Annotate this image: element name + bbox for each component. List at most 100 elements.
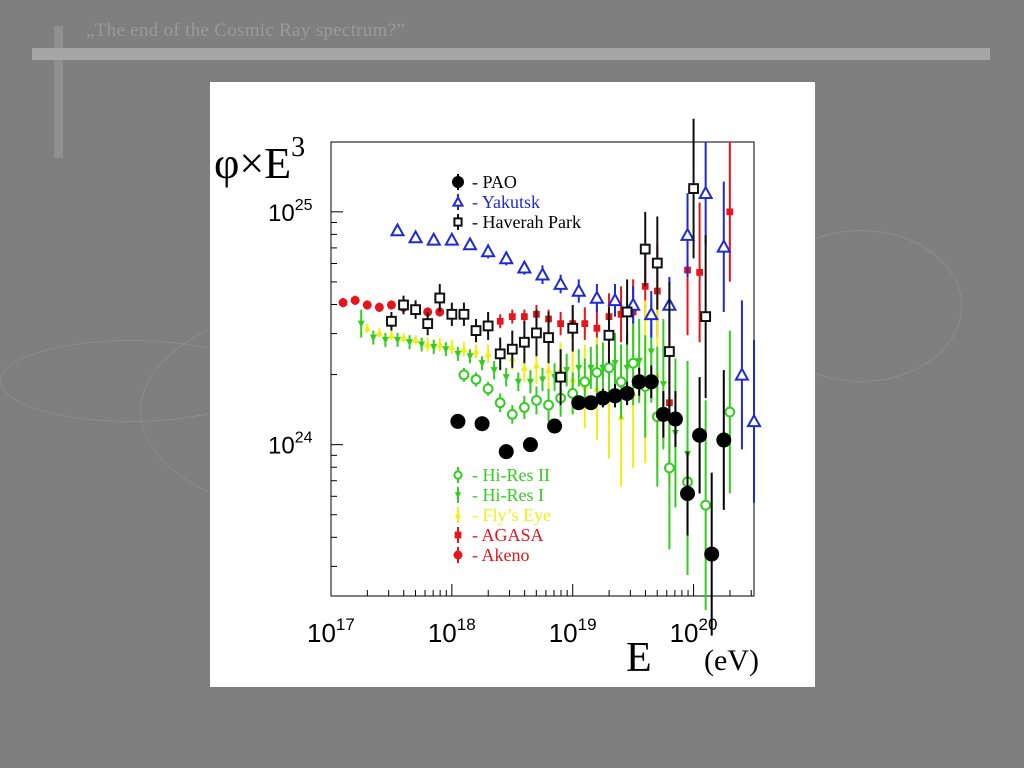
data-point xyxy=(470,325,482,336)
legend-item-agasa: - AGASA xyxy=(454,525,544,545)
data-point xyxy=(498,250,514,265)
data-point xyxy=(688,183,699,194)
data-point xyxy=(480,243,496,258)
data-point xyxy=(704,546,720,562)
y-axis-label-exponent: 3 xyxy=(291,132,306,164)
data-point xyxy=(386,300,396,310)
data-point xyxy=(482,383,494,395)
plot-card: 1017 1018 1019 1020 1024 1025 - PAO - Yakutsk… xyxy=(210,82,815,687)
data-point xyxy=(520,313,528,320)
data-point xyxy=(700,499,712,511)
data-point xyxy=(571,395,587,411)
data-point xyxy=(583,395,599,411)
data-point xyxy=(587,364,595,372)
data-point xyxy=(460,345,468,353)
data-point xyxy=(552,275,569,290)
data-point xyxy=(664,462,675,474)
data-point xyxy=(603,329,615,341)
data-point xyxy=(410,304,421,316)
data-point xyxy=(458,369,470,381)
slide-title: „The end of the Cosmic Ray spectrum?” xyxy=(86,20,406,41)
data-point xyxy=(734,366,750,381)
data-point xyxy=(381,336,389,344)
data-point xyxy=(621,306,633,318)
data-point xyxy=(643,374,659,390)
legend-item-flyseye: - Fly’s Eye xyxy=(454,505,551,525)
data-point xyxy=(444,231,460,246)
data-point xyxy=(555,371,567,383)
data-point xyxy=(518,402,530,413)
legend-marker xyxy=(453,470,463,480)
data-point xyxy=(450,413,466,429)
data-point xyxy=(581,320,589,327)
legend-item-hires1: - Hi-Res I xyxy=(454,485,544,505)
legend-marker xyxy=(452,176,464,188)
x-axis-label: E xyxy=(626,635,652,681)
data-point xyxy=(506,409,518,420)
legend-marker xyxy=(454,511,462,518)
data-point xyxy=(591,367,603,378)
data-point xyxy=(458,308,470,320)
legend-item-hires2: - Hi-Res II xyxy=(453,465,550,485)
data-point xyxy=(531,395,542,406)
data-point xyxy=(659,381,667,389)
data-point xyxy=(490,367,498,375)
legend-label: - Haverah Park xyxy=(472,212,581,232)
x-tick-label: 1017 xyxy=(307,615,355,648)
data-point xyxy=(426,231,442,246)
data-point xyxy=(697,185,714,200)
data-point xyxy=(518,336,530,348)
data-point xyxy=(655,406,671,422)
data-point xyxy=(418,341,426,349)
data-point xyxy=(478,360,486,368)
x-tick-label: 1019 xyxy=(549,615,597,648)
legend-label: - Hi-Res II xyxy=(472,465,550,485)
data-point xyxy=(534,266,551,281)
data-point xyxy=(526,378,534,386)
data-point xyxy=(543,332,554,343)
data-point xyxy=(567,388,579,399)
data-point xyxy=(516,259,533,274)
data-point xyxy=(680,486,696,502)
data-point xyxy=(338,298,348,308)
data-point xyxy=(647,348,655,356)
data-point xyxy=(724,406,736,418)
data-point xyxy=(482,320,494,332)
data-point xyxy=(539,376,546,384)
legend-item-pao: - PAO xyxy=(452,172,517,192)
x-axis-unit: (eV) xyxy=(704,644,759,677)
data-point xyxy=(726,208,734,216)
data-point xyxy=(532,361,540,369)
legend-marker xyxy=(454,492,462,499)
legend-item-yakutsk: - Yakutsk xyxy=(451,192,540,212)
data-point xyxy=(692,427,708,443)
y-axis-label: φ×E3 xyxy=(214,132,305,189)
data-point xyxy=(522,437,538,453)
legend-label: - Fly’s Eye xyxy=(472,505,551,525)
data-point xyxy=(434,292,446,304)
data-point xyxy=(617,310,625,318)
data-point xyxy=(446,308,458,320)
legend-marker xyxy=(451,195,465,207)
data-point xyxy=(563,367,571,375)
data-point xyxy=(506,343,518,355)
data-point xyxy=(545,366,553,374)
data-point xyxy=(400,333,408,341)
y-tick-label: 1024 xyxy=(268,430,313,460)
data-point xyxy=(716,238,732,253)
legend-marker xyxy=(453,217,463,227)
data-point xyxy=(531,327,542,339)
data-point xyxy=(639,243,651,255)
legend-label: - Yakutsk xyxy=(472,192,540,212)
data-point xyxy=(651,257,663,269)
data-point xyxy=(643,306,659,321)
legend-item-akeno: - Akeno xyxy=(453,545,530,565)
data-point xyxy=(603,362,615,374)
data-point xyxy=(412,335,420,343)
legend-label: - AGASA xyxy=(472,525,544,545)
data-point xyxy=(374,302,384,312)
x-tick-label: 1018 xyxy=(428,615,476,648)
data-point xyxy=(454,350,462,358)
data-point xyxy=(619,385,635,401)
data-point xyxy=(369,334,377,342)
